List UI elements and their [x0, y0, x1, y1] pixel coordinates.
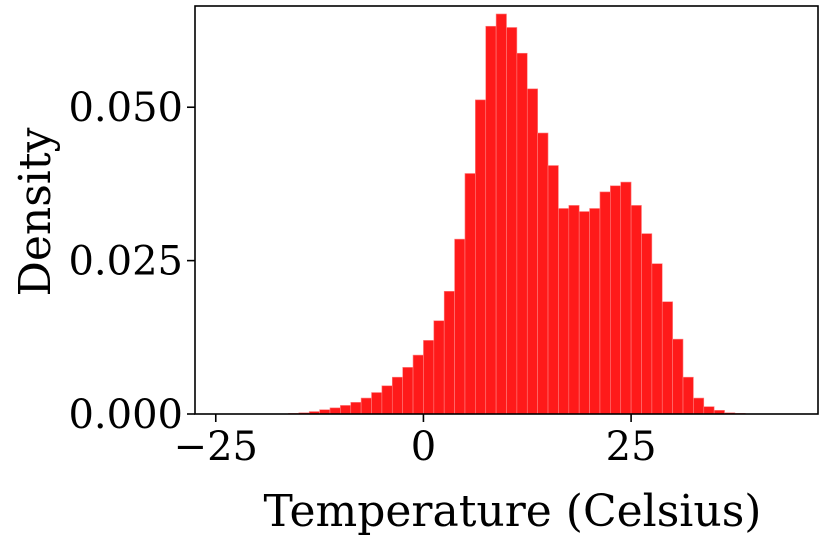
histogram-bar: [329, 407, 341, 415]
histogram-bar: [630, 205, 642, 415]
histogram-bar: [350, 402, 362, 415]
histogram-bar: [340, 405, 352, 415]
histogram-bar: [537, 132, 549, 415]
histogram-bar: [682, 376, 694, 415]
histogram-bar: [495, 13, 507, 415]
histogram-bar: [661, 301, 673, 415]
histogram-bar: [371, 392, 383, 415]
histogram-bar: [360, 397, 372, 415]
histogram-bar: [568, 205, 580, 415]
histogram-bars: [288, 13, 746, 415]
histogram-bar: [433, 320, 445, 415]
histogram-bar: [703, 406, 715, 415]
y-axis-title: Density: [10, 127, 61, 296]
histogram-bar: [443, 290, 455, 415]
y-axis-ticks: 0.000 0.025 0.050: [68, 85, 195, 438]
x-axis-ticks: −25 0 25: [174, 414, 657, 470]
histogram-bar: [599, 191, 611, 415]
histogram-bar: [464, 173, 476, 415]
y-tick-label: 0.000: [68, 392, 183, 438]
histogram-bar: [620, 181, 632, 415]
histogram-bar: [651, 263, 663, 415]
y-tick-label: 0.050: [68, 85, 183, 131]
histogram-bar: [526, 88, 538, 415]
histogram-bar: [454, 238, 466, 415]
histogram-bar: [475, 99, 487, 415]
plot-frame: [194, 5, 819, 415]
histogram-bar: [589, 208, 601, 415]
histogram-bar: [610, 185, 622, 415]
x-tick-label: −25: [174, 424, 258, 470]
histogram-bar: [485, 25, 497, 415]
histogram-bar: [672, 338, 684, 415]
histogram-bar: [547, 165, 559, 415]
histogram-bar: [578, 211, 590, 415]
histogram-bar: [391, 376, 403, 415]
histogram-bar: [516, 52, 528, 415]
x-axis-title: Temperature (Celsius): [264, 486, 762, 536]
x-tick-label: 0: [411, 424, 436, 470]
y-tick-label: 0.025: [68, 239, 183, 285]
histogram-bar: [506, 27, 518, 415]
histogram-bar: [412, 354, 424, 415]
histogram-bar: [641, 233, 653, 415]
x-tick-label: 25: [606, 424, 657, 470]
histogram-bar: [693, 397, 705, 415]
histogram-bar: [402, 367, 414, 415]
histogram-bar: [381, 385, 393, 415]
histogram-bar: [423, 340, 435, 415]
histogram-bar: [558, 208, 570, 415]
